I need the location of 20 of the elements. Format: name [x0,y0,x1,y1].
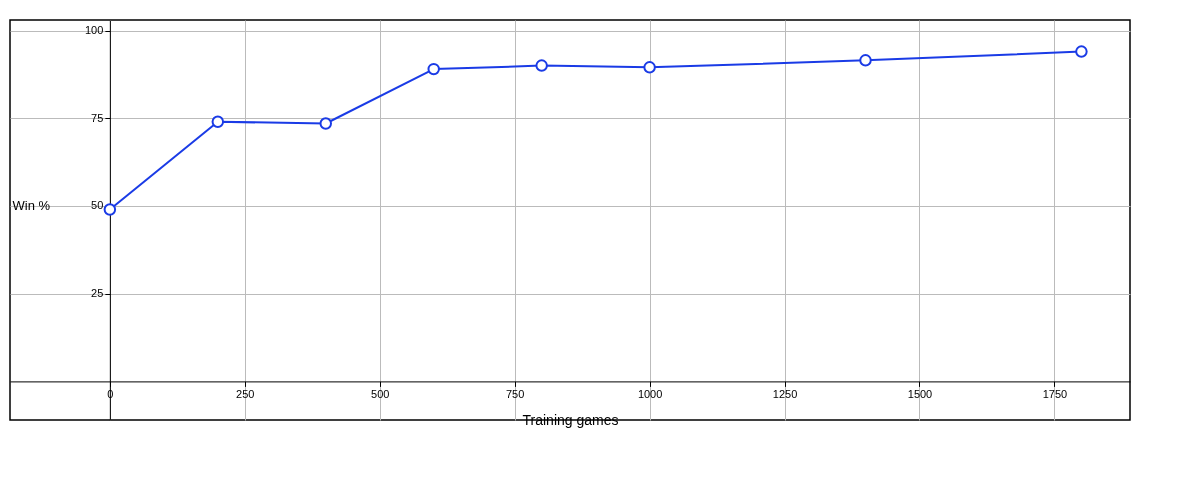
point [427,62,440,76]
point [211,115,225,128]
x-tick-label: 1000 [637,387,663,400]
point [103,203,117,216]
point [643,61,656,74]
y-tick-label: 25 [91,287,104,300]
x-tick-label: 1250 [772,387,798,400]
x-tick-label: 250 [236,387,255,400]
x-tick-label: 750 [506,387,525,400]
y-axis-title: Win % [12,198,51,214]
y-tick-label: 100 [85,24,104,37]
point [319,117,332,130]
point [859,54,872,67]
y-tick-label: 50 [91,199,104,212]
x-tick-label: 500 [371,387,390,400]
point [1075,45,1088,58]
x-tick-label: 1500 [907,387,933,400]
point [535,59,548,72]
y-tick-label: 75 [91,111,104,124]
x-tick-label: 1750 [1042,387,1068,400]
